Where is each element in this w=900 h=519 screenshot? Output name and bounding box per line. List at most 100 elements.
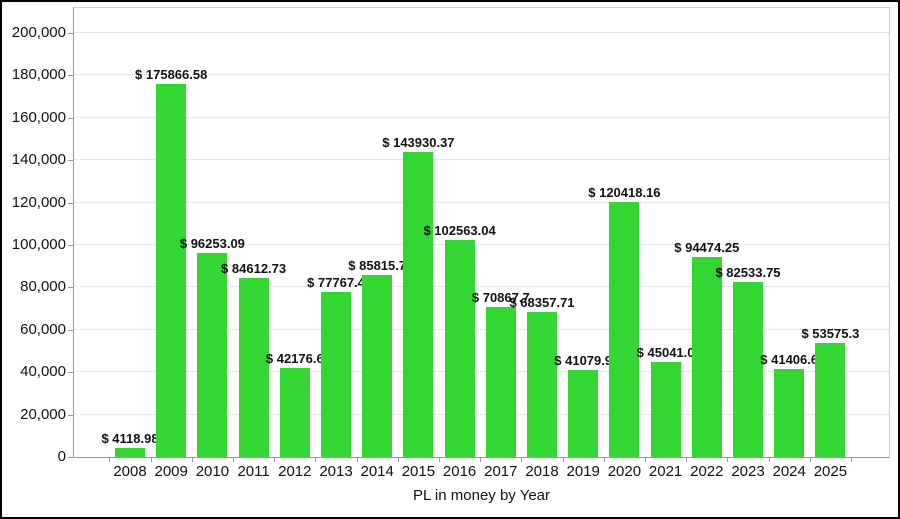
x-tick-label: 2021 — [648, 463, 683, 480]
x-axis-tick — [274, 458, 276, 462]
bar-value-label: $ 120418.16 — [588, 185, 661, 200]
x-axis-tick — [809, 458, 811, 462]
x-axis-tick — [356, 458, 358, 462]
bar — [403, 152, 434, 457]
x-axis-tick — [233, 458, 234, 462]
y-axis-tick — [68, 160, 73, 162]
plot-area: $ 4118.98 $ 175866.58 $ 96253.09 $ 84612.73… — [73, 7, 890, 458]
y-axis-tick — [68, 75, 73, 77]
y-axis-tick — [68, 287, 73, 289]
x-axis-tick — [768, 458, 770, 462]
bar-value-label: $ 143930.37 — [382, 135, 455, 150]
x-axis-tick — [686, 458, 688, 462]
y-tick-label: 0 — [57, 448, 66, 465]
gridline — [74, 74, 889, 76]
x-tick-label: 2013 — [319, 463, 353, 480]
bar — [527, 312, 557, 457]
x-axis-tick — [191, 458, 193, 462]
bar-value-label: $ 41406.6 — [760, 352, 819, 367]
bar-value-label: $ 42176.6 — [265, 351, 324, 366]
bar — [156, 84, 187, 457]
bar-value-label: $ 85815.7 — [348, 258, 407, 273]
bar-value-label: $ 41079.9 — [554, 353, 613, 368]
bar-value-label: $ 96253.09 — [179, 236, 245, 251]
bar — [444, 240, 475, 457]
x-axis-tick — [480, 458, 482, 462]
bar — [485, 307, 516, 457]
gridline — [74, 116, 889, 118]
x-axis-tick — [851, 458, 852, 462]
bar-value-label: $ 68357.71 — [509, 295, 575, 310]
bar-value-label: $ 45041.0 — [636, 345, 695, 360]
y-axis-tick — [68, 329, 73, 331]
bar-value-label: $ 175866.58 — [135, 67, 208, 82]
y-tick-label: 40,000 — [20, 363, 66, 381]
x-axis-tick — [439, 458, 440, 462]
bar — [321, 292, 351, 457]
x-tick-label: 2024 — [772, 463, 806, 480]
y-axis-tick — [68, 372, 73, 374]
bar — [774, 369, 805, 457]
gridline — [74, 286, 889, 288]
y-axis-tick — [68, 457, 73, 458]
gridline — [74, 32, 889, 33]
x-tick-label: 2022 — [690, 463, 724, 480]
bar — [279, 368, 310, 457]
x-axis-tick — [645, 458, 646, 462]
x-tick-label: 2009 — [154, 463, 188, 480]
y-tick-label: 160,000 — [11, 108, 66, 126]
bar — [238, 278, 269, 457]
x-tick-label: 2019 — [566, 463, 600, 480]
x-axis-tick — [521, 458, 523, 462]
y-tick-label: 140,000 — [11, 151, 66, 169]
y-tick-label: 100,000 — [11, 236, 66, 253]
bar — [115, 448, 145, 457]
gridline — [74, 201, 889, 203]
bar-value-label: $ 4118.98 — [101, 431, 159, 446]
bar — [609, 202, 640, 457]
x-tick-label: 2018 — [525, 463, 559, 480]
x-tick-label: 2020 — [607, 463, 642, 480]
gridline — [74, 328, 889, 330]
x-tick-label: 2010 — [195, 463, 230, 480]
bar — [362, 275, 393, 457]
x-axis-tick — [397, 458, 399, 462]
gridline — [74, 244, 889, 245]
y-tick-label: 80,000 — [20, 278, 66, 296]
x-tick-label: 2016 — [442, 463, 477, 480]
bar-value-label: $ 84612.73 — [221, 261, 287, 276]
x-tick-label: 2025 — [813, 463, 848, 480]
x-axis-title: PL in money by Year — [412, 487, 551, 504]
x-tick-label: 2014 — [360, 463, 394, 480]
y-tick-label: 60,000 — [20, 320, 66, 338]
x-axis-tick — [315, 458, 317, 462]
x-tick-label: 2015 — [401, 463, 436, 480]
x-tick-label: 2012 — [278, 463, 312, 480]
x-tick-label: 2011 — [237, 463, 270, 480]
bar — [815, 343, 846, 457]
bar-value-label: $ 53575.3 — [801, 326, 860, 341]
y-tick-label: 180,000 — [11, 66, 66, 84]
bar — [650, 362, 681, 457]
bar — [691, 257, 722, 457]
y-axis-tick — [68, 117, 73, 119]
y-axis-tick — [68, 202, 73, 204]
x-axis-tick — [109, 458, 111, 462]
y-tick-label: 20,000 — [20, 405, 66, 423]
y-axis-tick — [68, 245, 73, 246]
x-axis-tick — [603, 458, 605, 462]
bar — [733, 282, 763, 457]
y-tick-label: 120,000 — [11, 193, 66, 211]
gridline — [74, 159, 889, 161]
x-axis-tick — [562, 458, 564, 462]
x-tick-label: 2023 — [731, 463, 765, 480]
bar-value-label: $ 77767.4 — [307, 275, 365, 290]
bar-value-label: $ 102563.04 — [423, 223, 496, 238]
bar-value-label: $ 70867.7 — [471, 290, 530, 305]
y-axis-tick — [68, 414, 73, 416]
bar — [568, 370, 599, 457]
bar-value-label: $ 82533.75 — [715, 265, 781, 280]
bar — [197, 253, 228, 457]
x-tick-label: 2017 — [484, 463, 518, 480]
x-axis-tick — [727, 458, 729, 462]
